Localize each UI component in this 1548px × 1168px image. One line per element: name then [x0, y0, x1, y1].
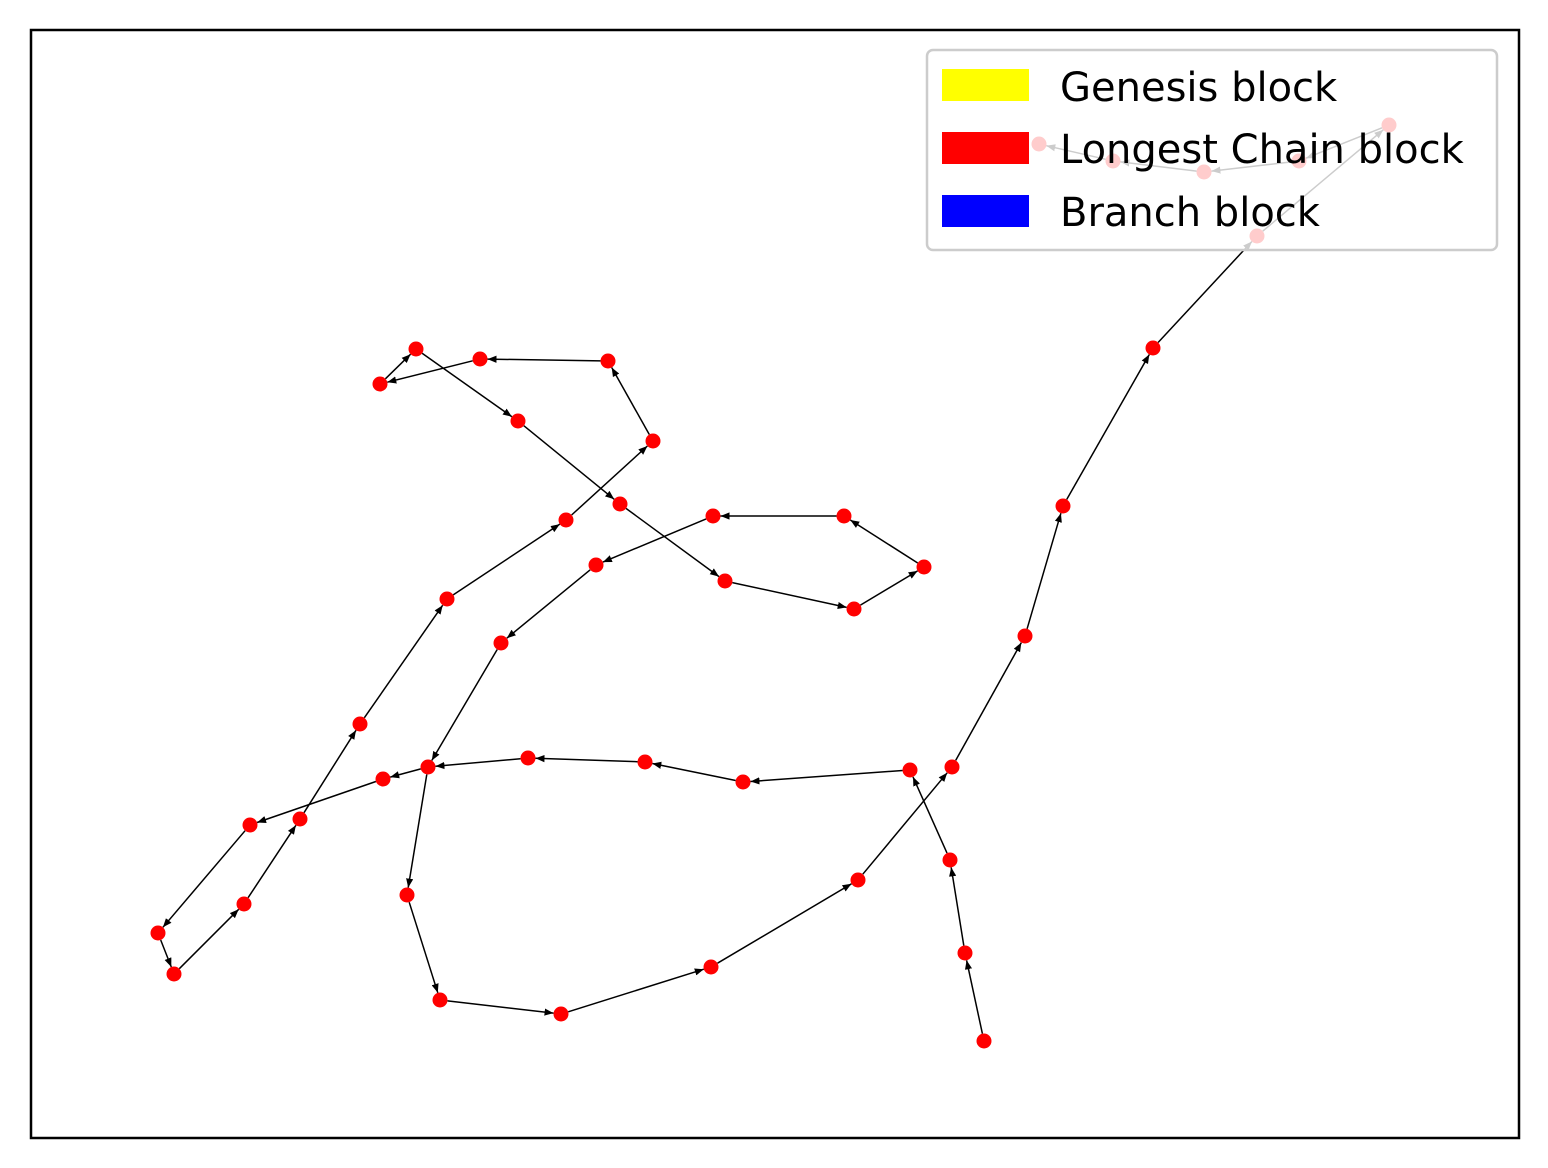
block-node: [472, 351, 488, 367]
block-node: [242, 817, 258, 833]
block-node: [600, 353, 616, 369]
edge-23-24: [625, 507, 720, 578]
block-node: [957, 945, 973, 961]
edge-17-18: [611, 367, 650, 435]
edge-35-36: [862, 772, 948, 875]
edge-28-29: [602, 518, 707, 563]
block-node: [916, 559, 932, 575]
block-node: [352, 716, 368, 732]
edge-13-14: [303, 729, 357, 814]
block-node: [375, 771, 391, 787]
block-node: [976, 1033, 992, 1049]
edge-26-27: [849, 519, 919, 564]
legend-label-genesis: Genesis block: [1060, 65, 1338, 111]
edge-2-3: [912, 776, 948, 854]
block-node: [1145, 340, 1161, 356]
edge-38-39: [1066, 354, 1150, 500]
edge-6-7: [435, 757, 521, 770]
legend-swatch-longest-chain: [942, 132, 1029, 164]
legend-label-longest-chain: Longest Chain block: [1060, 127, 1465, 173]
legend-box: [925, 48, 1499, 252]
edge-25-26: [860, 570, 918, 606]
edge-19-20: [387, 360, 473, 384]
edge-33-34: [567, 968, 705, 1013]
edge-20-21: [384, 353, 412, 380]
edge-9-10: [162, 830, 246, 928]
block-node: [236, 896, 252, 912]
legend: Genesis block Longest Chain block Branch…: [925, 48, 1499, 252]
block-node: [735, 774, 751, 790]
legend-label-branch: Branch block: [1060, 190, 1321, 236]
edge-34-35: [717, 883, 852, 964]
edge-15-16: [452, 523, 561, 596]
block-node: [553, 1006, 569, 1022]
edge-32-33: [447, 1000, 554, 1016]
edge-5-6: [535, 755, 638, 763]
edge-39-40: [1157, 240, 1253, 344]
block-node: [1017, 628, 1033, 644]
block-node: [432, 992, 448, 1008]
edge-16-17: [571, 445, 648, 516]
edge-18-19: [487, 355, 601, 363]
edge-22-23: [523, 425, 615, 500]
block-node: [703, 959, 719, 975]
edge-11-12: [178, 908, 240, 970]
block-node: [372, 376, 388, 392]
block-node: [493, 635, 509, 651]
edge-36-37: [955, 642, 1022, 761]
block-node: [850, 872, 866, 888]
edge-31-32: [408, 901, 439, 994]
block-node: [1055, 498, 1071, 514]
block-node: [705, 508, 721, 524]
block-node: [399, 887, 415, 903]
block-node: [846, 601, 862, 617]
edge-21-22: [421, 352, 513, 418]
edge-8-9: [256, 780, 377, 824]
block-node: [902, 762, 918, 778]
legend-swatch-branch: [942, 195, 1029, 227]
block-node: [520, 750, 536, 766]
block-node: [588, 557, 604, 573]
edge-7-8: [390, 768, 421, 779]
edge-layer: [160, 127, 1384, 1034]
block-node: [944, 759, 960, 775]
block-node: [166, 966, 182, 982]
edge-4-5: [652, 761, 736, 782]
block-node: [439, 591, 455, 607]
block-node: [420, 759, 436, 775]
legend-swatch-genesis: [942, 69, 1029, 101]
edge-29-30: [506, 569, 591, 639]
edge-0-1: [964, 960, 984, 1034]
block-node: [612, 496, 628, 512]
block-node: [942, 852, 958, 868]
edge-14-15: [363, 604, 444, 719]
block-node: [150, 925, 166, 941]
block-node: [836, 508, 852, 524]
edge-7-31: [406, 774, 428, 888]
block-node: [717, 573, 733, 589]
edge-37-38: [1026, 512, 1062, 630]
block-node: [408, 341, 424, 357]
block-node: [558, 512, 574, 528]
edge-24-25: [732, 581, 847, 610]
edge-3-4: [750, 769, 903, 785]
edge-30-7: [431, 649, 498, 761]
edge-10-11: [160, 939, 172, 968]
block-node: [637, 754, 653, 770]
block-node: [292, 811, 308, 827]
block-node: [510, 413, 526, 429]
edge-1-2: [949, 867, 965, 946]
edge-12-13: [247, 824, 297, 899]
block-node: [645, 433, 661, 449]
